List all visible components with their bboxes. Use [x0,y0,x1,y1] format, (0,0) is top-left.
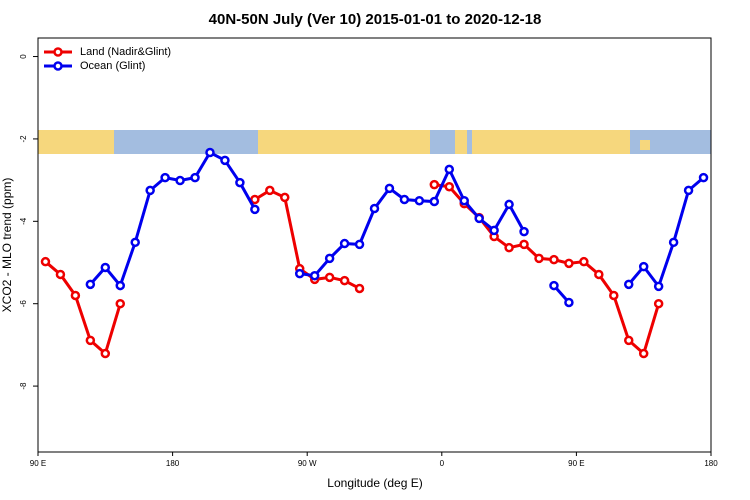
data-point [324,272,335,283]
data-point [653,281,664,292]
y-tick-label: -2 [19,135,28,143]
data-point [250,204,260,215]
data-point [564,297,574,308]
data-point [354,283,365,294]
map-land [38,130,114,154]
data-point [444,164,455,175]
data-point [653,298,664,309]
data-point [220,155,230,166]
legend-label: Land (Nadir&Glint) [80,46,171,58]
y-tick-label: -8 [19,382,28,390]
data-point [668,237,679,248]
data-point [354,239,365,250]
data-point [623,335,634,346]
data-point [399,194,410,205]
map-land [472,130,630,154]
data-point [175,175,185,186]
data-point [474,213,484,224]
data-point [549,280,559,291]
data-point [70,290,81,301]
data-point [265,185,275,196]
data-point [145,185,155,196]
y-tick-label: -6 [19,300,28,308]
data-point [698,172,709,183]
x-tick-label: 180 [166,459,180,468]
data-point [444,181,455,192]
data-point [429,179,440,190]
data-point [55,269,66,280]
data-point [579,256,589,267]
data-point [534,253,544,264]
data-point [414,195,425,206]
data-point [235,177,245,188]
legend-marker [53,61,63,71]
data-point [205,147,215,158]
series-line [627,176,705,290]
data-point [100,262,111,273]
data-point [504,242,514,253]
data-point [190,172,200,183]
data-point [609,290,619,301]
map-strip [38,130,711,154]
data-point [564,258,574,269]
data-point [324,253,335,264]
data-point [294,268,305,279]
data-point [160,172,170,183]
series-line [89,150,257,289]
map-land [455,130,467,154]
data-point [280,192,290,203]
legend-marker [53,47,63,57]
x-tick-label: 90 E [568,459,584,468]
y-axis-label: XCO2 - MLO trend (ppm) [0,178,14,313]
data-point [623,279,634,290]
x-axis-label: Longitude (deg E) [327,476,422,490]
data-point [85,335,96,346]
data-point [638,348,649,359]
data-point [504,199,514,210]
map-land [258,130,430,154]
data-point [459,195,469,206]
data-point [638,261,649,272]
legend: Land (Nadir&Glint) Ocean (Glint) [44,46,171,72]
data-point [519,226,529,237]
data-point [85,279,96,290]
data-point [115,280,126,291]
data-point [683,185,694,196]
data-point [339,275,350,286]
data-point [549,254,559,265]
data-point [429,196,440,207]
data-point [130,237,140,248]
x-tick-label: 90 E [30,459,46,468]
data-point [250,194,260,205]
chart-title: 40N-50N July (Ver 10) 2015-01-01 to 2020… [209,11,542,28]
series-line [434,183,661,357]
y-tick-label: 0 [19,54,28,59]
data-point [519,239,529,250]
x-tick-label: 180 [704,459,718,468]
data-point [100,348,111,359]
data-point [594,269,604,280]
data-point [369,203,380,214]
series-line [299,165,526,278]
map-land [640,140,650,150]
plot-frame [37,37,712,453]
data-point [384,183,395,194]
data-point [40,256,51,267]
data-point [115,298,126,309]
y-tick-label: -4 [19,217,28,225]
data-point [309,270,320,281]
x-tick-label: 0 [440,459,445,468]
legend-label: Ocean (Glint) [80,60,145,72]
x-tick-label: 90 W [298,459,317,468]
data-point [339,238,350,249]
data-point [489,225,499,236]
